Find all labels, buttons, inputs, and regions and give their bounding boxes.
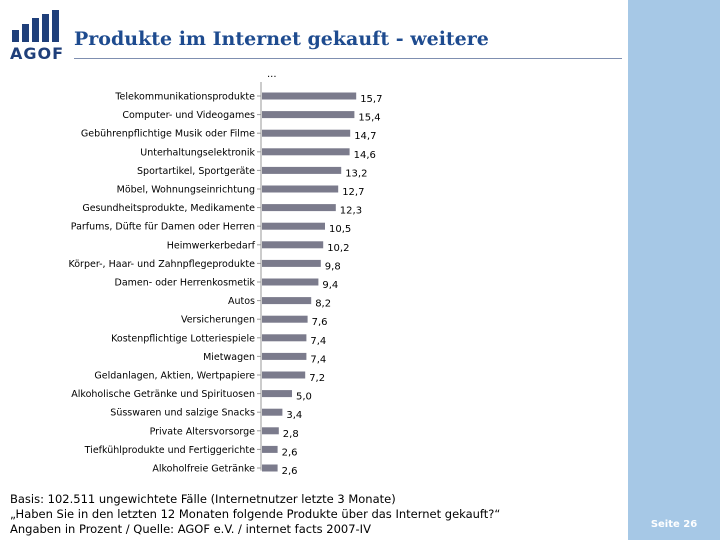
value-label: 14,6 — [354, 150, 376, 161]
category-label: Damen- oder Herrenkosmetik — [115, 278, 256, 289]
value-label: 10,5 — [329, 224, 351, 235]
category-label: Mietwagen — [203, 352, 255, 363]
bar — [262, 371, 306, 379]
value-label: 10,2 — [327, 243, 349, 254]
category-label: Süsswaren und salzige Snacks — [110, 408, 255, 419]
value-label: 2,6 — [282, 447, 298, 458]
bar — [262, 352, 307, 360]
value-label: 8,2 — [315, 299, 331, 310]
bar — [262, 315, 308, 323]
value-label: 12,7 — [342, 187, 364, 198]
bar — [262, 185, 339, 193]
page-number: Seite 26 — [650, 519, 698, 530]
value-label: 3,4 — [286, 410, 302, 421]
category-label: Körper-, Haar- und Zahnpflegeprodukte — [68, 259, 255, 270]
category-label: Computer- und Videogames — [122, 110, 255, 121]
bar — [262, 111, 355, 119]
bar — [262, 427, 279, 435]
continuation-label: ... — [267, 69, 277, 80]
value-label: 5,0 — [296, 392, 312, 403]
logo-bars-icon — [12, 10, 62, 42]
category-label: Parfums, Düfte für Damen oder Herren — [71, 222, 255, 233]
value-label: 2,6 — [282, 466, 298, 476]
value-label: 9,8 — [325, 261, 341, 272]
value-label: 7,4 — [310, 354, 326, 365]
bar — [262, 297, 312, 305]
bar-chart-svg: ... Telekommunikationsprodukte 15,7 Compute… — [68, 69, 382, 476]
footer-notes: Basis: 102.511 ungewichtete Fälle (Inter… — [10, 492, 500, 537]
bar — [262, 166, 342, 174]
logo-text: AGOF — [10, 44, 65, 63]
category-label: Kostenpflichtige Lotteriespiele — [111, 333, 255, 344]
category-label: Unterhaltungselektronik — [140, 147, 255, 158]
category-label: Möbel, Wohnungseinrichtung — [117, 185, 255, 196]
footer-base-note: Basis: 102.511 ungewichtete Fälle (Inter… — [10, 492, 396, 506]
category-label: Telekommunikationsprodukte — [114, 92, 255, 103]
value-label: 13,2 — [345, 168, 367, 179]
bar — [262, 334, 307, 342]
category-label: Geldanlagen, Aktien, Wertpapiere — [94, 371, 255, 382]
value-label: 7,4 — [310, 336, 326, 347]
bar — [262, 222, 325, 230]
value-label: 7,6 — [312, 317, 328, 328]
value-label: 15,4 — [358, 113, 380, 124]
category-label: Tiefkühlprodukte und Fertiggerichte — [84, 445, 255, 456]
category-label: Gesundheitsprodukte, Medikamente — [82, 203, 255, 214]
value-label: 2,8 — [283, 429, 299, 440]
bar — [262, 408, 283, 416]
category-label: Autos — [228, 296, 255, 307]
bar — [262, 390, 292, 398]
footer-source-note: Angaben in Prozent / Quelle: AGOF e.V. /… — [10, 522, 371, 536]
bar — [262, 241, 324, 249]
bar — [262, 129, 351, 137]
bar-chart: ... Telekommunikationsprodukte 15,7 Compute… — [0, 66, 628, 476]
bar — [262, 278, 319, 286]
category-label: Alkoholische Getränke und Spirituosen — [71, 389, 255, 400]
bar — [262, 92, 357, 100]
category-label: Sportartikel, Sportgeräte — [137, 166, 255, 177]
bar — [262, 148, 350, 156]
category-label: Versicherungen — [181, 315, 255, 326]
value-label: 12,3 — [340, 206, 362, 217]
title-rule — [74, 58, 622, 59]
category-label: Alkoholfreie Getränke — [152, 464, 255, 475]
value-label: 9,4 — [322, 280, 338, 291]
right-band — [628, 0, 720, 540]
category-label: Private Altersvorsorge — [150, 426, 256, 437]
bar — [262, 259, 321, 267]
value-label: 7,2 — [309, 373, 325, 384]
bar — [262, 445, 278, 453]
footer-question-note: „Haben Sie in den letzten 12 Monaten fol… — [10, 507, 501, 521]
slide-title: Produkte im Internet gekauft - weitere — [74, 28, 489, 50]
value-label: 14,7 — [354, 131, 376, 142]
agof-logo: AGOF — [8, 10, 65, 63]
category-label: Gebührenpflichtige Musik oder Filme — [81, 129, 255, 140]
bar — [262, 464, 278, 472]
category-label: Heimwerkerbedarf — [167, 240, 256, 251]
value-label: 15,7 — [360, 94, 382, 105]
bar — [262, 204, 336, 212]
